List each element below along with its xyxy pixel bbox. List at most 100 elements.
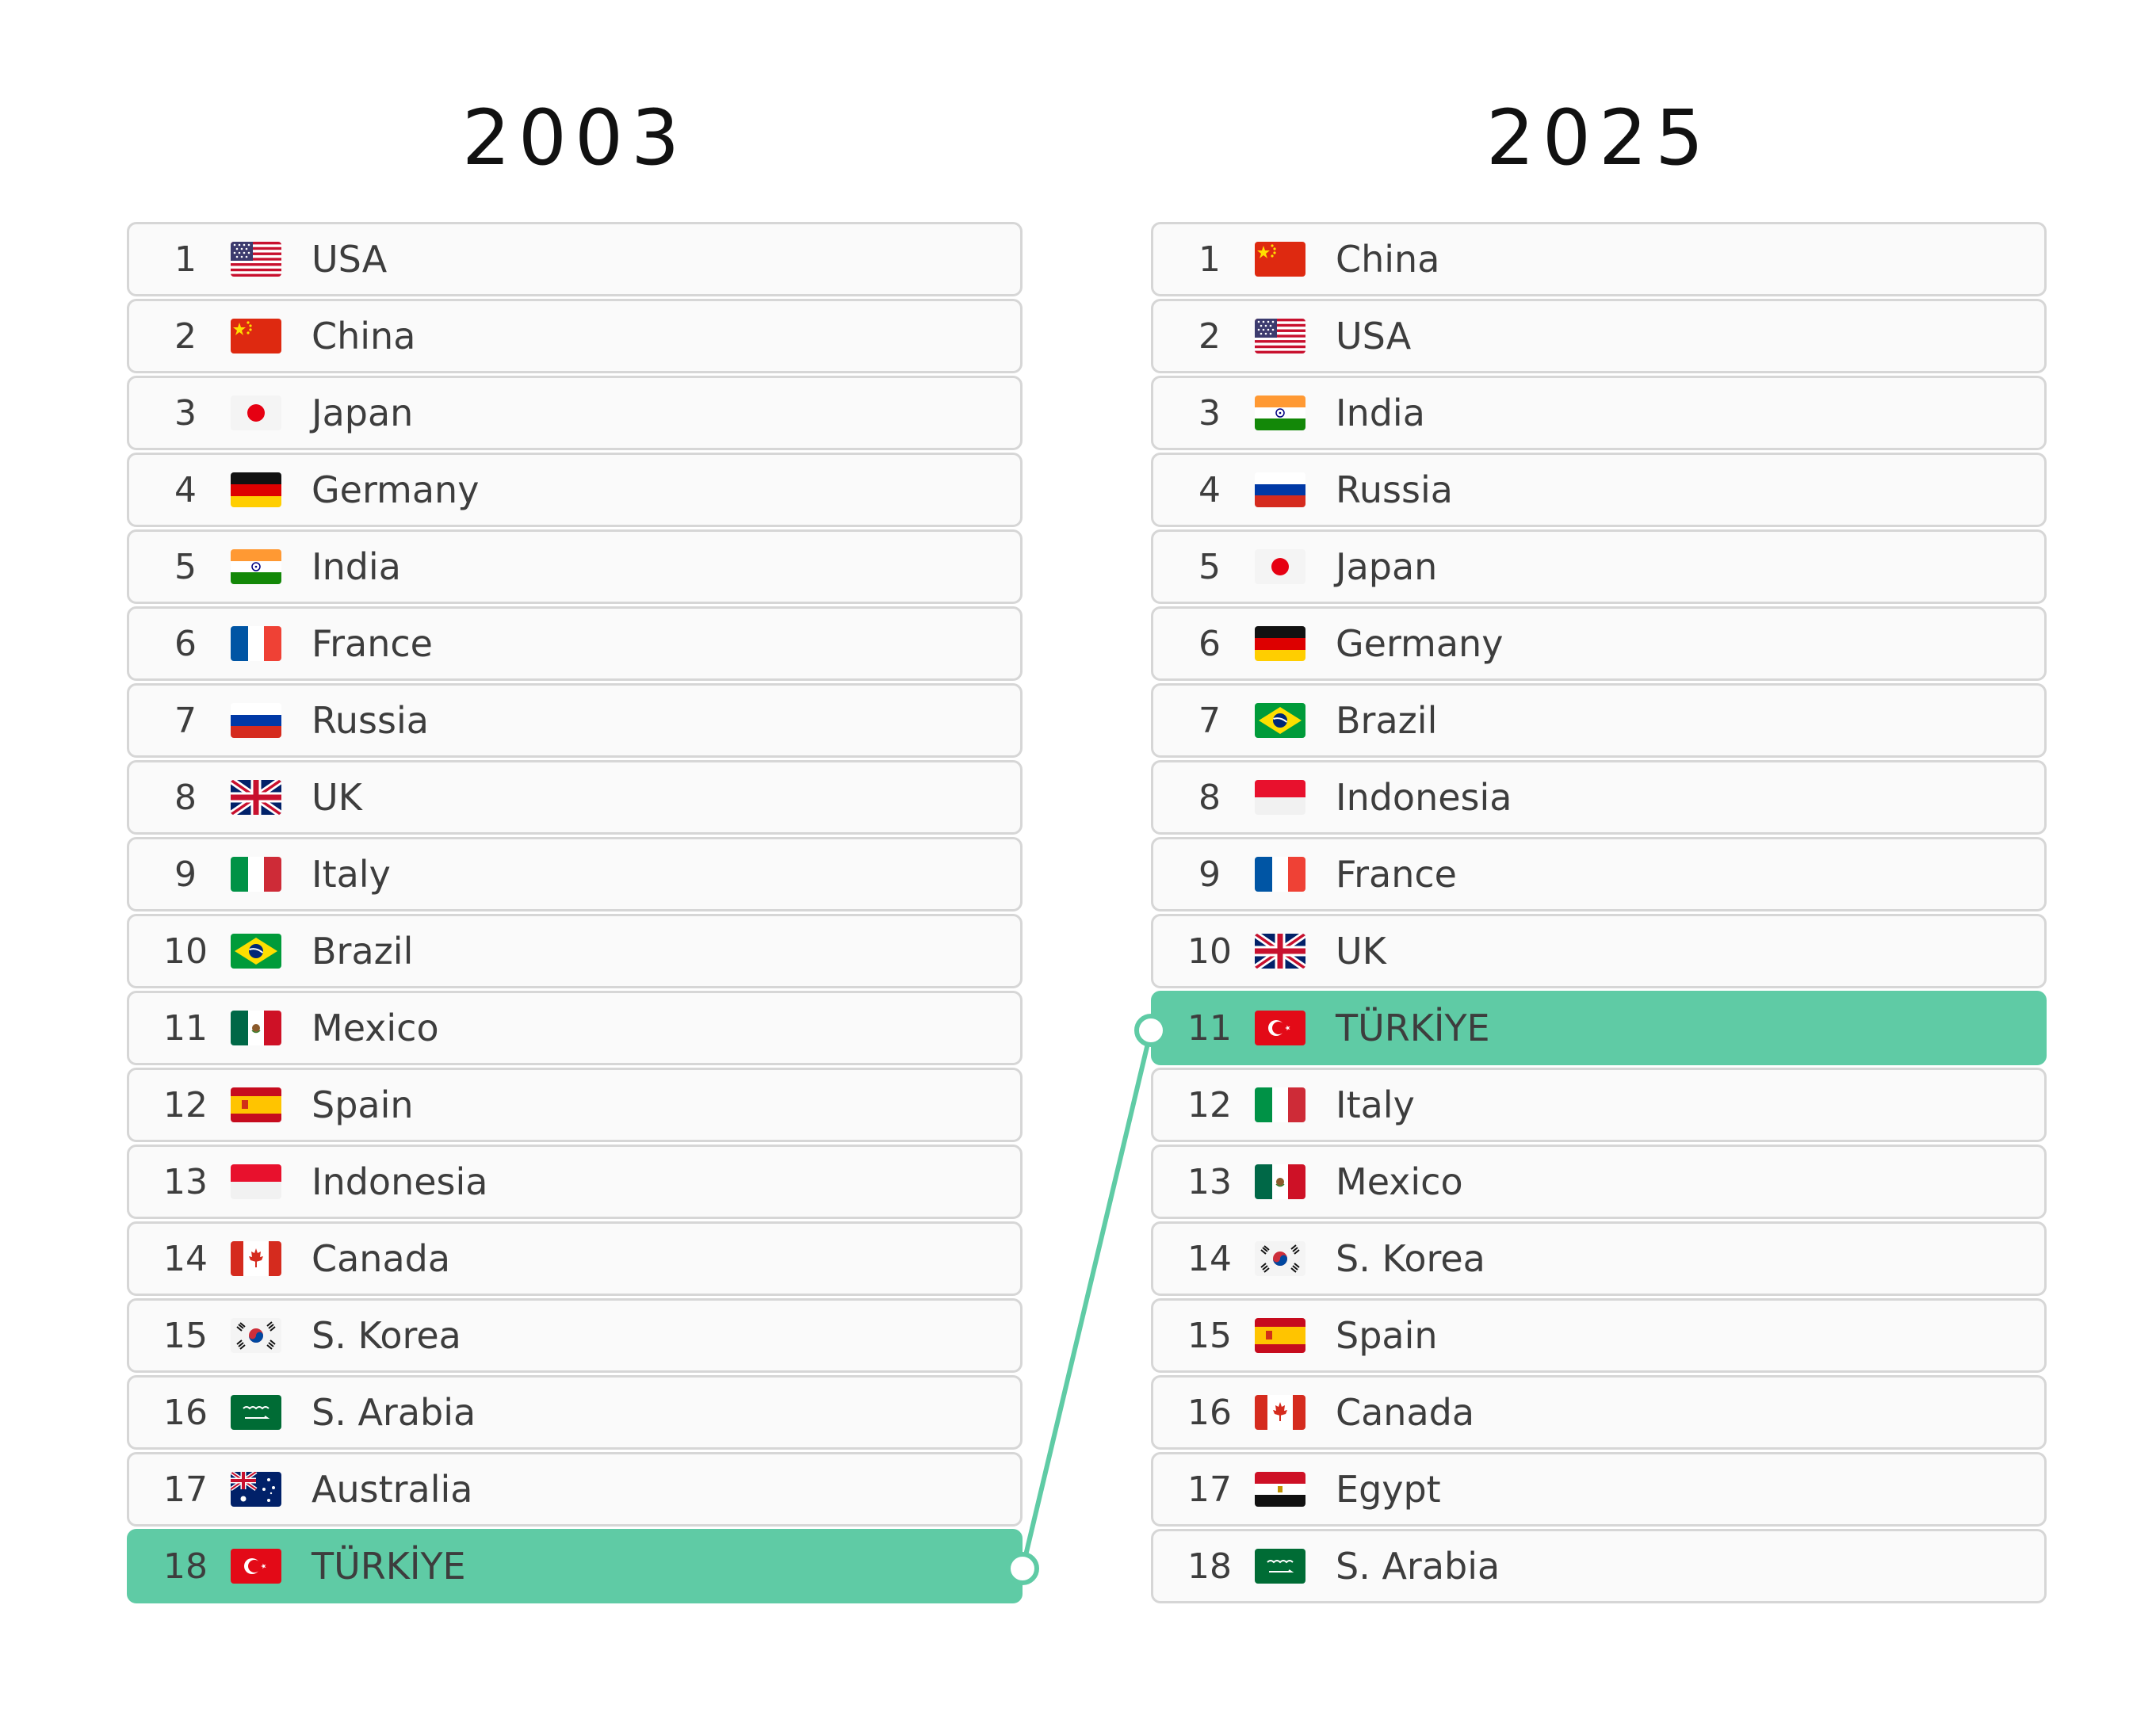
country-name: India: [312, 545, 401, 588]
rank-number: 3: [1198, 392, 1221, 434]
ranking-row-2025-turkiye: 11 TÜRKİYE: [1151, 991, 2047, 1065]
country-name: Egypt: [1336, 1468, 1441, 1511]
japan-flag-icon: [1255, 549, 1305, 584]
france-flag-icon: [231, 626, 281, 661]
uk-flag-icon: [231, 780, 281, 815]
country-name: France: [1336, 853, 1457, 896]
ranking-row-2003-india: 5 India: [127, 529, 1023, 604]
country-name: Canada: [1336, 1391, 1475, 1434]
rank-number: 4: [174, 469, 197, 510]
ranking-row-2025-italy: 12 Italy: [1151, 1068, 2047, 1142]
mexico-flag-icon: [1255, 1164, 1305, 1199]
usa-flag-icon: [231, 242, 281, 277]
rank-number: 18: [163, 1546, 208, 1587]
ranking-row-2003-australia: 17 Australia: [127, 1452, 1023, 1527]
rank-number: 10: [1187, 931, 1232, 972]
ranking-row-2003-s-arabia: 16 S. Arabia: [127, 1375, 1023, 1450]
ranking-row-2025-uk: 10 UK: [1151, 914, 2047, 988]
ranking-row-2025-russia: 4 Russia: [1151, 453, 2047, 527]
indonesia-flag-icon: [1255, 780, 1305, 815]
brazil-flag-icon: [231, 934, 281, 969]
country-name: Japan: [1336, 545, 1438, 588]
country-name: TÜRKİYE: [1336, 1007, 1490, 1049]
ranking-row-2025-egypt: 17 Egypt: [1151, 1452, 2047, 1527]
turkiye-flag-icon: [1255, 1011, 1305, 1045]
country-name: USA: [1336, 315, 1412, 357]
year-2003-title: 2003: [461, 94, 688, 182]
country-name: USA: [312, 238, 388, 281]
china-flag-icon: [1255, 242, 1305, 277]
germany-flag-icon: [1255, 626, 1305, 661]
rank-number: 14: [1187, 1238, 1232, 1279]
country-name: Russia: [312, 699, 429, 742]
ranking-row-2003-indonesia: 13 Indonesia: [127, 1145, 1023, 1219]
spain-flag-icon: [231, 1087, 281, 1122]
germany-flag-icon: [231, 472, 281, 507]
canada-flag-icon: [231, 1241, 281, 1276]
country-name: Russia: [1336, 468, 1453, 511]
rank-number: 1: [1198, 239, 1221, 280]
ranking-row-2003-usa: 1 USA: [127, 222, 1023, 296]
brazil-flag-icon: [1255, 703, 1305, 738]
country-name: Mexico: [312, 1007, 439, 1049]
country-name: Italy: [1336, 1083, 1415, 1126]
country-name: Mexico: [1336, 1160, 1463, 1203]
rank-number: 2: [174, 315, 197, 357]
ranking-row-2025-france: 9 France: [1151, 837, 2047, 911]
country-name: Japan: [312, 392, 414, 434]
italy-flag-icon: [1255, 1087, 1305, 1122]
rank-number: 7: [174, 700, 197, 741]
ranking-row-2003-spain: 12 Spain: [127, 1068, 1023, 1142]
rank-number: 14: [163, 1238, 208, 1279]
canada-flag-icon: [1255, 1395, 1305, 1430]
rank-number: 16: [163, 1392, 208, 1433]
ranking-row-2003-germany: 4 Germany: [127, 453, 1023, 527]
country-name: Brazil: [1336, 699, 1438, 742]
ranking-row-2003-russia: 7 Russia: [127, 683, 1023, 758]
ranking-row-2003-canada: 14 Canada: [127, 1221, 1023, 1296]
country-name: TÜRKİYE: [312, 1545, 466, 1588]
rank-number: 13: [163, 1161, 208, 1202]
rank-number: 13: [1187, 1161, 1232, 1202]
rank-number: 5: [1198, 546, 1221, 587]
russia-flag-icon: [1255, 472, 1305, 507]
south-korea-flag-icon: [231, 1318, 281, 1353]
ranking-row-2003-italy: 9 Italy: [127, 837, 1023, 911]
india-flag-icon: [1255, 396, 1305, 430]
year-2025-title: 2025: [1485, 94, 1712, 182]
mexico-flag-icon: [231, 1011, 281, 1045]
country-name: S. Arabia: [312, 1391, 476, 1434]
country-name: Germany: [1336, 622, 1504, 665]
country-name: Indonesia: [1336, 776, 1512, 819]
rank-number: 6: [1198, 623, 1221, 664]
uk-flag-icon: [1255, 934, 1305, 969]
country-name: Germany: [312, 468, 480, 511]
ranking-row-2003-mexico: 11 Mexico: [127, 991, 1023, 1065]
ranking-row-2003-china: 2 China: [127, 299, 1023, 373]
ranking-row-2025-usa: 2 USA: [1151, 299, 2047, 373]
china-flag-icon: [231, 319, 281, 353]
france-flag-icon: [1255, 857, 1305, 892]
ranking-list-2025: 1 China 2 USA 3 India 4 Russia 5 Japan 6 Germany 7 Br…: [1151, 222, 2047, 1606]
rank-number: 12: [163, 1084, 208, 1125]
saudi-arabia-flag-icon: [231, 1395, 281, 1430]
ranking-row-2025-canada: 16 Canada: [1151, 1375, 2047, 1450]
rank-number: 2: [1198, 315, 1221, 357]
ranking-row-2025-mexico: 13 Mexico: [1151, 1145, 2047, 1219]
rank-number: 9: [1198, 854, 1221, 895]
country-name: UK: [1336, 930, 1386, 973]
rank-number: 15: [163, 1315, 208, 1356]
ranking-row-2025-japan: 5 Japan: [1151, 529, 2047, 604]
country-name: Italy: [312, 853, 391, 896]
ranking-row-2025-india: 3 India: [1151, 376, 2047, 450]
ranking-row-2003-turkiye: 18 TÜRKİYE: [127, 1529, 1023, 1603]
ranking-row-2003-brazil: 10 Brazil: [127, 914, 1023, 988]
rank-number: 9: [174, 854, 197, 895]
country-name: China: [312, 315, 416, 357]
ranking-row-2025-germany: 6 Germany: [1151, 606, 2047, 681]
rank-number: 8: [1198, 777, 1221, 818]
ranking-row-2025-s-korea: 14 S. Korea: [1151, 1221, 2047, 1296]
country-name: India: [1336, 392, 1425, 434]
rank-number: 5: [174, 546, 197, 587]
rank-number: 3: [174, 392, 197, 434]
